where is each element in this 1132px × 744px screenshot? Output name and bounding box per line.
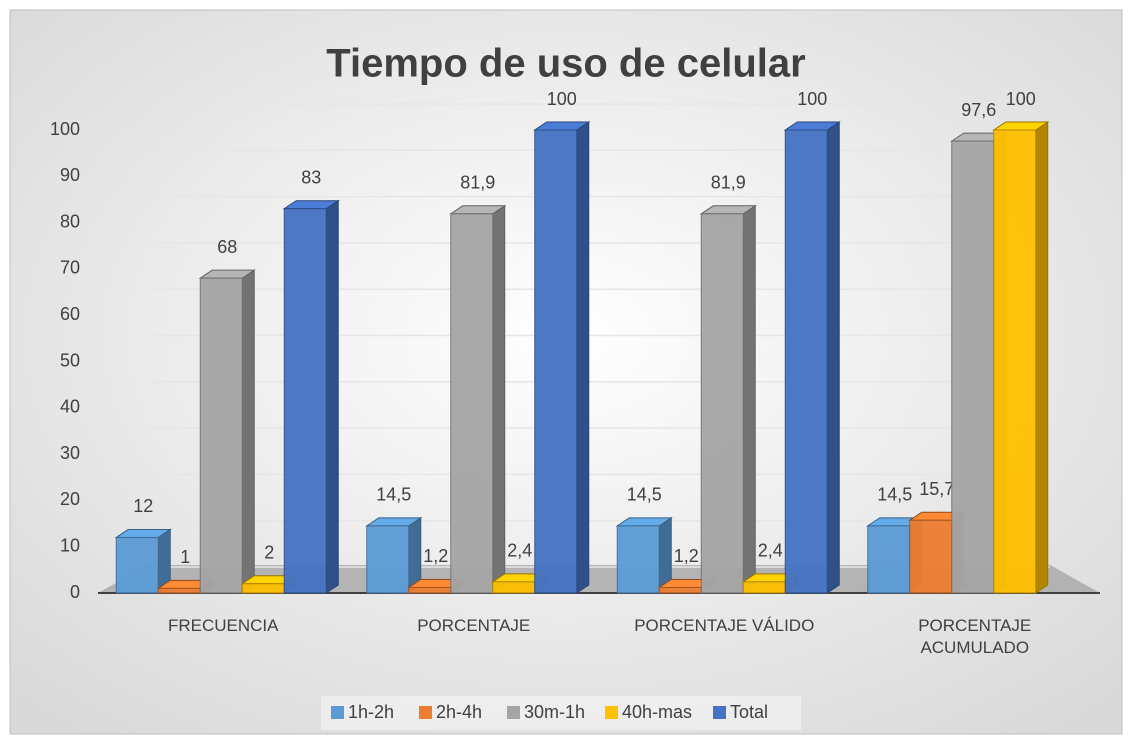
bar (616, 525, 660, 594)
floor (98, 565, 1100, 593)
data-label: 1 (180, 547, 190, 567)
bar (658, 586, 702, 594)
bar (450, 213, 494, 594)
bar (534, 129, 578, 594)
bar (700, 213, 744, 594)
bar (993, 129, 1037, 594)
bar-side (742, 204, 756, 594)
bar (199, 277, 243, 594)
data-label: 100 (797, 89, 827, 109)
data-label: 1,2 (674, 546, 699, 566)
data-label: 81,9 (711, 173, 746, 193)
y-tick-label: 10 (60, 535, 80, 555)
bar (951, 140, 995, 594)
data-label: 15,7 (919, 479, 954, 499)
legend-label: 2h-4h (436, 702, 482, 722)
bar (241, 583, 285, 594)
legend-swatch (331, 706, 344, 719)
data-label: 68 (217, 237, 237, 257)
bar (909, 519, 953, 594)
legend-swatch (507, 706, 520, 719)
bar (408, 586, 452, 594)
x-tick-label: FRECUENCIA (167, 616, 279, 635)
bar (867, 525, 911, 594)
y-tick-label: 0 (70, 582, 80, 602)
legend-label: Total (730, 702, 768, 722)
chart-title: Tiempo de uso de celular (326, 42, 805, 86)
bar-side (826, 121, 840, 594)
data-label: 14,5 (376, 485, 411, 505)
data-label: 100 (547, 89, 577, 109)
data-label: 81,9 (460, 173, 495, 193)
legend-swatch (713, 706, 726, 719)
bar (283, 208, 327, 594)
data-label: 2,4 (758, 541, 783, 561)
bar-side (241, 269, 255, 594)
x-tick-label: PORCENTAJE (417, 616, 531, 635)
legend-label: 40h-mas (622, 702, 692, 722)
y-tick-label: 80 (60, 211, 80, 231)
y-tick-label: 20 (60, 489, 80, 509)
legend-label: 1h-2h (348, 702, 394, 722)
bar (742, 581, 786, 594)
data-label: 14,5 (877, 485, 912, 505)
legend-label: 30m-1h (524, 702, 585, 722)
data-label: 97,6 (961, 100, 996, 120)
y-tick-label: 60 (60, 304, 80, 324)
bar-side (492, 204, 506, 594)
data-label: 14,5 (627, 485, 662, 505)
bar-side (576, 121, 590, 594)
legend-swatch (419, 706, 432, 719)
x-tick-label: PORCENTAJE VÁLIDO (634, 616, 815, 635)
bar-side (1035, 121, 1049, 594)
data-label: 12 (133, 496, 153, 516)
bar (492, 581, 536, 594)
bar (366, 525, 410, 594)
y-tick-label: 50 (60, 350, 80, 370)
y-tick-label: 40 (60, 397, 80, 417)
data-label: 2,4 (507, 541, 532, 561)
y-tick-label: 30 (60, 443, 80, 463)
y-tick-label: 90 (60, 165, 80, 185)
data-label: 100 (1006, 89, 1036, 109)
data-label: 83 (301, 167, 321, 187)
y-tick-label: 100 (50, 119, 80, 139)
x-tick-label: PORCENTAJE ACUMULADO (918, 616, 1032, 657)
data-label: 2 (264, 542, 274, 562)
y-tick-label: 70 (60, 258, 80, 278)
bar (784, 129, 828, 594)
bar-side (325, 199, 339, 594)
data-label: 1,2 (423, 546, 448, 566)
bar (115, 536, 159, 594)
bar (157, 587, 201, 594)
legend-swatch (605, 706, 618, 719)
